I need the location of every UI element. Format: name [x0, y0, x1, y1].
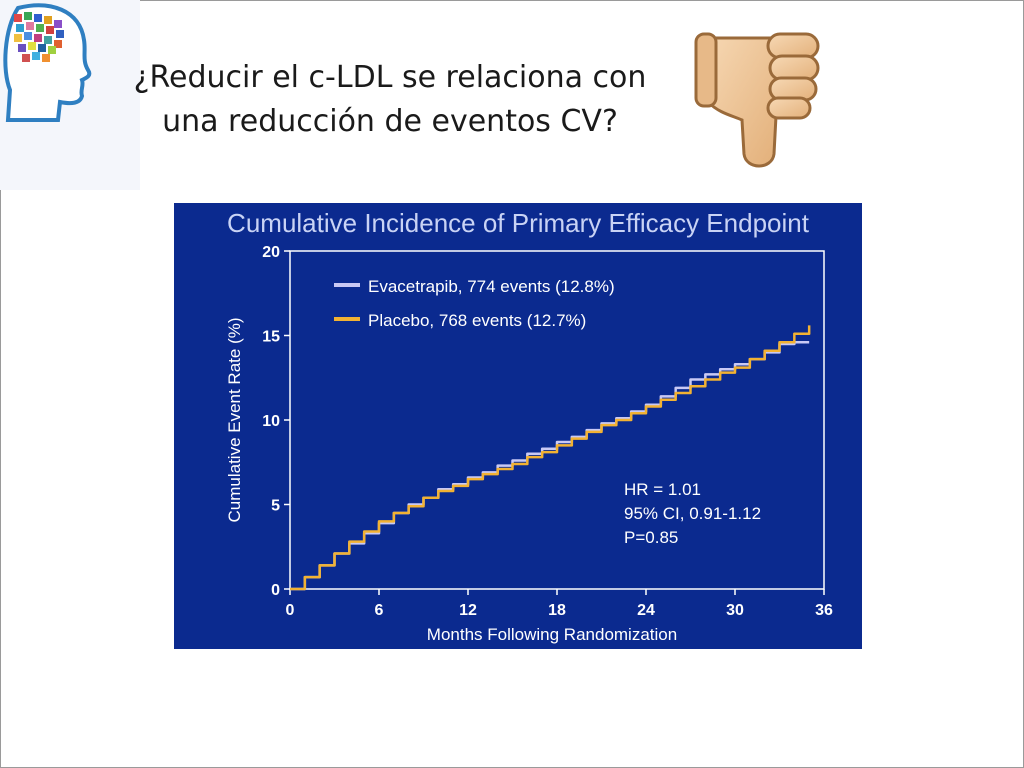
legend: Evacetrapib, 774 events (12.8%) Placebo,…: [334, 277, 615, 330]
legend-label-evacetrapib: Evacetrapib, 774 events (12.8%): [368, 277, 615, 296]
slide-title-line1: ¿Reducir el c-LDL se relaciona con: [133, 60, 647, 95]
y-tick-label: 20: [262, 244, 280, 261]
x-tick-label: 24: [637, 602, 655, 619]
y-tick-label: 15: [262, 329, 280, 346]
y-axis-label: Cumulative Event Rate (%): [225, 317, 244, 522]
x-tick-label: 30: [726, 602, 744, 619]
x-tick-label: 36: [815, 602, 833, 619]
y-tick-label: 10: [262, 413, 280, 430]
stats-annotation: HR = 1.01 95% CI, 0.91-1.12 P=0.85: [624, 480, 761, 547]
chart-title: Cumulative Incidence of Primary Efficacy…: [227, 208, 810, 238]
annotation-p: P=0.85: [624, 528, 678, 547]
slide-title-line2: una reducción de eventos CV?: [162, 104, 618, 139]
x-axis-label: Months Following Randomization: [427, 625, 677, 644]
series-line-placebo: [290, 325, 811, 591]
y-tick-label: 0: [271, 582, 280, 599]
annotation-ci: 95% CI, 0.91-1.12: [624, 504, 761, 523]
legend-label-placebo: Placebo, 768 events (12.7%): [368, 311, 586, 330]
slide-title: ¿Reducir el c-LDL se relaciona con una r…: [60, 56, 720, 144]
x-tick-label: 0: [286, 602, 295, 619]
x-tick-label: 18: [548, 602, 566, 619]
y-tick-label: 5: [271, 498, 280, 515]
chart-panel: Cumulative Incidence of Primary Efficacy…: [174, 203, 862, 649]
plot-frame: [289, 250, 825, 590]
annotation-hr: HR = 1.01: [624, 480, 701, 499]
series-line-evacetrapib: [290, 341, 810, 591]
x-tick-label: 12: [459, 602, 477, 619]
thumbs-down-icon: [690, 24, 830, 174]
x-tick-label: 6: [375, 602, 384, 619]
km-chart: Cumulative Incidence of Primary Efficacy…: [225, 208, 833, 644]
head-brain-logo-icon: [0, 0, 140, 190]
